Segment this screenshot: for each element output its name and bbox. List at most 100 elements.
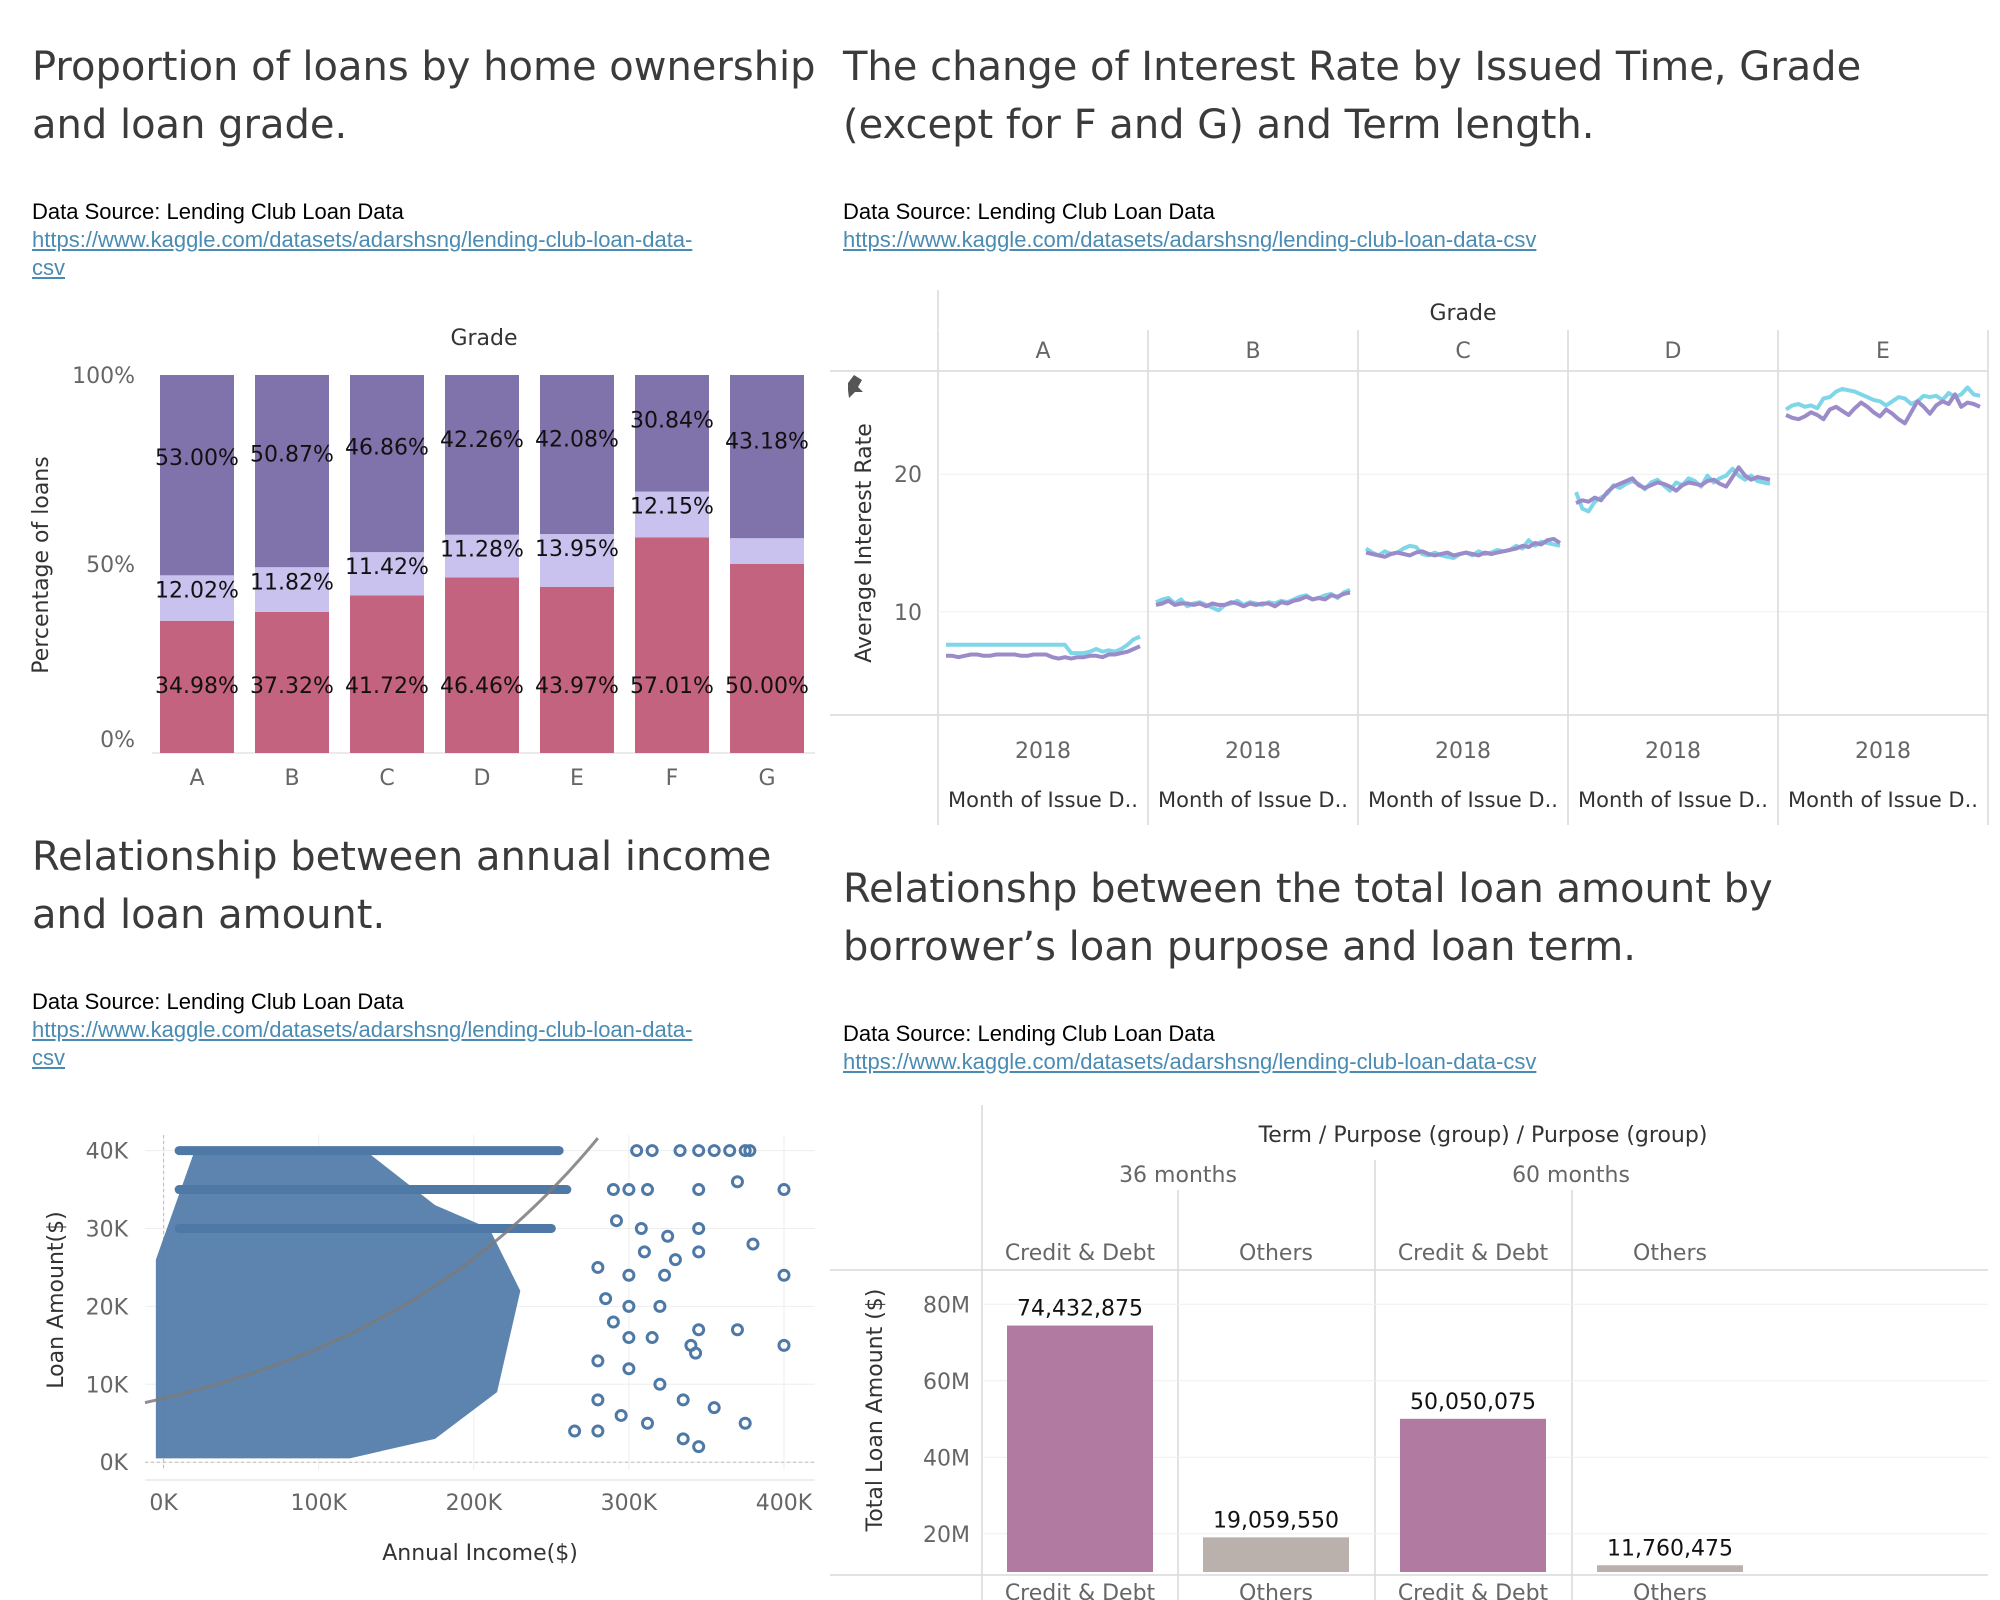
interest-rate-line-chart: Grade 10 20 Average Interest Rate A 2018 Month… <box>830 290 1989 825</box>
grade-column-label: B <box>1245 339 1260 364</box>
x-axis-title: Month of Issue D.. <box>1788 788 1978 812</box>
y-tick-label: 20 <box>894 463 922 488</box>
scatter-point <box>777 1183 791 1197</box>
scatter-point <box>730 1323 744 1337</box>
data-label: 53.00% <box>155 446 239 471</box>
y-tick-label: 100% <box>72 364 135 389</box>
term-label: 36 months <box>1119 1163 1237 1188</box>
x-axis-title: Month of Issue D.. <box>1158 788 1348 812</box>
x-tick-label: 2018 <box>1855 739 1911 764</box>
bar <box>1400 1418 1546 1572</box>
series-line <box>1784 385 1981 412</box>
scatter-point <box>676 1393 690 1407</box>
x-tick-label: 2018 <box>1225 739 1281 764</box>
series-line <box>1364 538 1561 561</box>
series-line <box>1575 465 1771 505</box>
scatter-point <box>653 1299 667 1313</box>
bar <box>1597 1565 1743 1572</box>
data-label: 41.72% <box>345 674 429 699</box>
scatter-point <box>591 1260 605 1274</box>
panel3-link-line2[interactable]: csv <box>32 1045 65 1070</box>
y-tick-label: 0% <box>100 728 135 753</box>
pin-icon <box>848 375 863 398</box>
panel1-source: Data Source: Lending Club Loan Data <box>32 199 404 224</box>
y-tick-label: 40K <box>86 1140 129 1165</box>
grade-column-label: E <box>1876 339 1890 364</box>
purpose-footer-label: Credit & Debt <box>1398 1581 1549 1600</box>
purpose-footer-label: Others <box>1239 1581 1313 1600</box>
y-axis-title: Total Loan Amount ($) <box>863 1289 888 1533</box>
scatter-point <box>641 1183 654 1197</box>
scatter-point <box>609 1214 623 1228</box>
data-label: 50,050,075 <box>1410 1390 1536 1415</box>
scatter-point <box>730 1175 744 1189</box>
data-label: 42.08% <box>535 428 619 453</box>
bar-segment <box>635 375 709 492</box>
panel-home-ownership: Proportion of loans by home ownership an… <box>32 38 822 282</box>
data-label: 11.42% <box>345 555 429 580</box>
grade-header: Grade <box>450 326 517 351</box>
data-label: 46.46% <box>440 674 524 699</box>
scatter-point <box>653 1377 667 1391</box>
scatter-point <box>692 1221 706 1235</box>
y-axis-title: Average Interest Rate <box>852 423 877 663</box>
data-label: 12.02% <box>155 578 239 603</box>
x-axis-title: Month of Issue D.. <box>948 788 1138 812</box>
scatter-point <box>738 1416 752 1430</box>
data-label: 37.32% <box>250 674 334 699</box>
panel3-link-line1[interactable]: https://www.kaggle.com/datasets/adarshsn… <box>32 1017 693 1042</box>
bar-segment <box>540 586 614 753</box>
purpose-header-label: Others <box>1239 1241 1313 1266</box>
panel1-link-line2[interactable]: csv <box>32 255 65 280</box>
data-label: 42.26% <box>440 428 524 453</box>
bar <box>1203 1537 1349 1572</box>
x-tick-label: C <box>379 766 394 791</box>
scatter-point <box>645 1144 659 1158</box>
purpose-header-label: Credit & Debt <box>1398 1241 1549 1266</box>
scatter-point <box>622 1183 636 1197</box>
x-tick-label: 100K <box>290 1491 347 1516</box>
x-tick-label: E <box>570 766 584 791</box>
stacked-bar-chart: Grade Percentage of loans 100% 50% 0% 34.98% 1… <box>29 326 815 791</box>
bar-segment <box>540 534 614 587</box>
scatter-point <box>692 1144 706 1158</box>
data-label: 46.86% <box>345 436 429 461</box>
scatter-point <box>606 1183 620 1197</box>
panel3-title-line2: and loan amount. <box>32 892 386 938</box>
data-label: 30.84% <box>630 408 714 433</box>
grade-column-label: C <box>1455 339 1470 364</box>
panel2-link[interactable]: https://www.kaggle.com/datasets/adarshsn… <box>843 227 1537 252</box>
trend-line <box>144 1137 600 1405</box>
scatter-point <box>692 1440 706 1454</box>
scatter-point <box>622 1268 636 1282</box>
panel2-source: Data Source: Lending Club Loan Data <box>843 199 1215 224</box>
scatter-point <box>707 1401 721 1415</box>
y-tick-label: 20K <box>86 1295 129 1320</box>
bar-segment <box>730 564 804 753</box>
panel2-title-line2: (except for F and G) and Term length. <box>843 102 1595 148</box>
panel3-title-line1: Relationship between annual income <box>32 834 772 880</box>
series-line <box>946 644 1141 661</box>
scatter-point <box>614 1408 628 1422</box>
data-label: 43.18% <box>725 429 809 454</box>
scatter-dense-region <box>155 1150 521 1459</box>
scatter-point <box>738 1144 752 1158</box>
scatter-point <box>591 1393 605 1407</box>
y-axis-title: Loan Amount($) <box>44 1211 69 1388</box>
scatter-point <box>591 1424 605 1438</box>
data-label: 34.98% <box>155 674 239 699</box>
bar-segment <box>160 620 234 753</box>
x-axis-title: Annual Income($) <box>382 1541 578 1566</box>
scatter-point <box>591 1354 605 1368</box>
panel1-link-line1[interactable]: https://www.kaggle.com/datasets/adarshsn… <box>32 227 693 252</box>
purpose-footer-label: Others <box>1633 1581 1707 1600</box>
panel4-title-line1: Relationshp between the total loan amoun… <box>843 866 1773 912</box>
panel4-link[interactable]: https://www.kaggle.com/datasets/adarshsn… <box>843 1049 1537 1074</box>
x-tick-label: G <box>758 766 775 791</box>
series-line <box>1785 392 1981 426</box>
scatter-point <box>676 1432 690 1446</box>
scatter-point <box>622 1362 636 1376</box>
panel4-title-line2: borrower’s loan purpose and loan term. <box>843 924 1636 970</box>
y-tick-label: 10K <box>86 1373 129 1398</box>
panel-income-vs-loan: Relationship between annual income and l… <box>32 828 822 1072</box>
